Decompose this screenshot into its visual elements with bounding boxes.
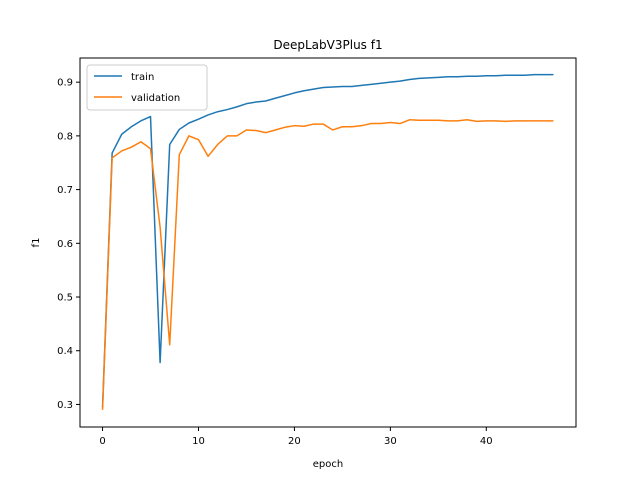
y-axis-label: f1: [31, 238, 42, 248]
y-tick-label: 0.7: [57, 185, 73, 196]
x-tick-label: 20: [288, 436, 301, 447]
x-tick-label: 0: [99, 436, 105, 447]
plot-frame: [79, 57, 577, 428]
x-tick-label: 10: [192, 436, 205, 447]
x-axis-ticks: 0 10 20 30 40: [99, 427, 493, 447]
x-tick-label: 40: [480, 436, 493, 447]
legend: train validation: [86, 64, 208, 111]
y-tick-label: 0.8: [57, 131, 73, 142]
plot-lines: [101, 73, 554, 410]
series-line-train: [101, 73, 554, 408]
y-tick-label: 0.3: [57, 400, 73, 411]
y-tick-label: 0.9: [57, 78, 73, 89]
chart-title: DeepLabV3Plus f1: [273, 38, 382, 52]
y-tick-label: 0.4: [57, 346, 73, 357]
x-tick-label: 30: [384, 436, 397, 447]
series-line-validation: [101, 119, 554, 410]
y-tick-label: 0.6: [57, 239, 73, 250]
legend-label-train: train: [131, 72, 154, 83]
legend-label-validation: validation: [131, 93, 180, 104]
x-axis-label: epoch: [313, 459, 343, 470]
y-tick-label: 0.5: [57, 293, 73, 304]
y-axis-ticks: 0.3 0.4 0.5 0.6 0.7 0.8 0.9: [57, 78, 80, 411]
